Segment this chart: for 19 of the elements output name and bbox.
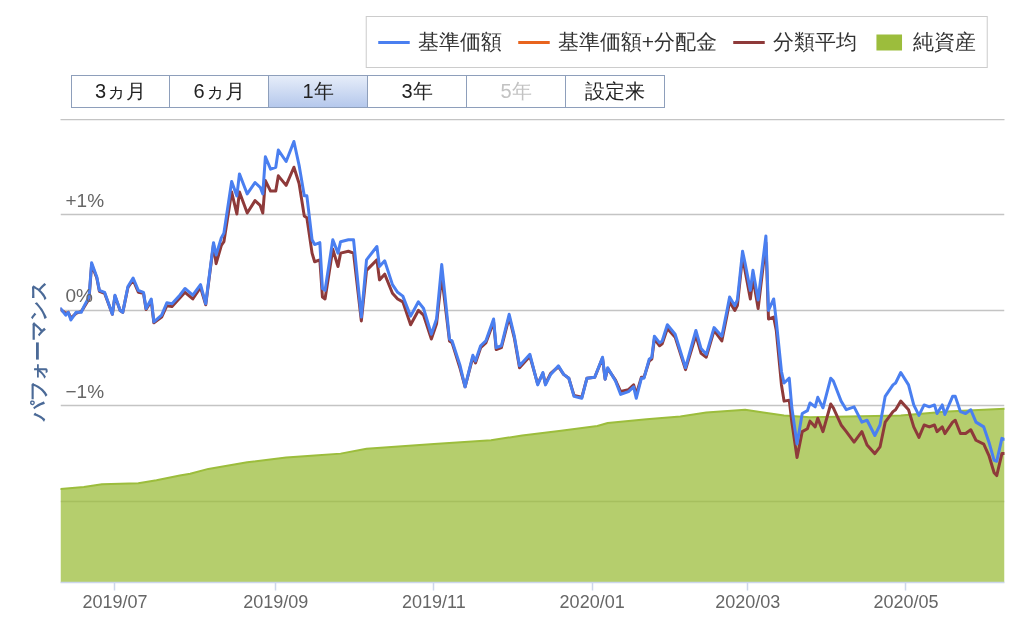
x-tick-label: 2019/09 <box>243 591 309 612</box>
y-tick-label: −1% <box>65 380 105 402</box>
x-tick-label: 2020/05 <box>873 591 939 612</box>
text: 設定来 <box>566 75 665 108</box>
x-tick-label: 2020/03 <box>715 591 781 612</box>
legend-label: 基準価額 <box>417 29 502 55</box>
y-tick-label: +1% <box>65 189 105 211</box>
legend-label: 純資産 <box>913 29 976 55</box>
x-tick-label: 2019/07 <box>82 591 148 612</box>
x-tick-label: 2019/11 <box>402 591 466 612</box>
text: 1年 <box>269 75 368 108</box>
text: 6ヵ月 <box>170 75 269 108</box>
y-axis-title: パフォーマンス <box>26 281 49 422</box>
text: 3年 <box>368 75 467 108</box>
legend-label: 基準価額+分配金 <box>557 29 717 55</box>
text: 3ヵ月 <box>71 75 170 108</box>
x-tick-label: 2020/01 <box>559 591 625 612</box>
legend-label: 分類平均 <box>773 29 857 55</box>
text: 5年 <box>467 75 566 108</box>
